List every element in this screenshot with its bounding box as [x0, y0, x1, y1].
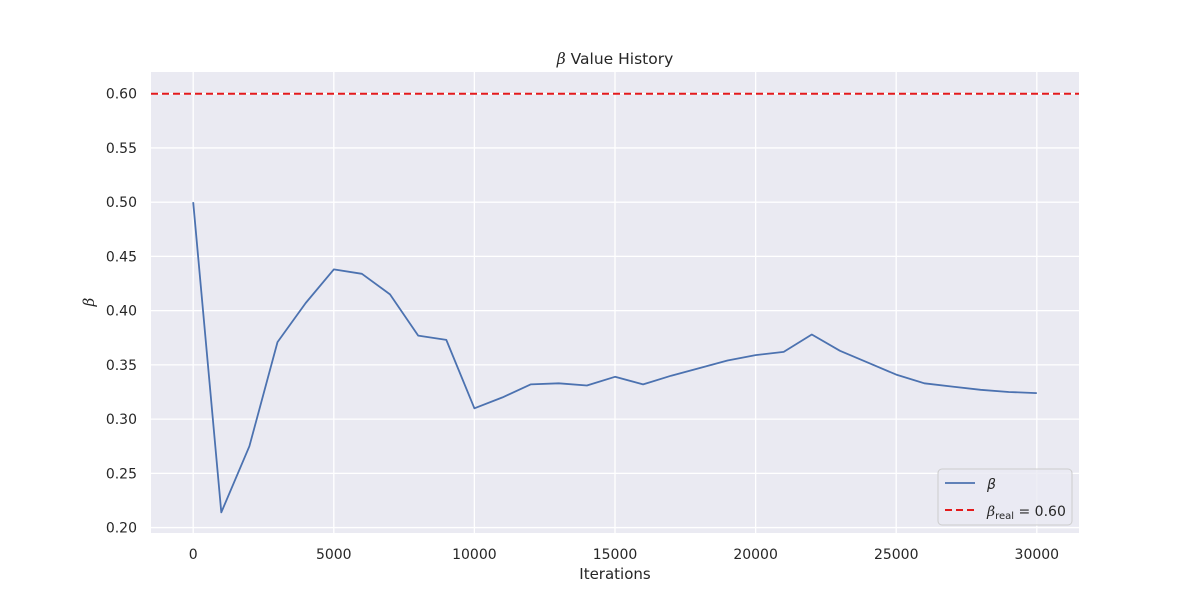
y-tick-label: 0.25 — [106, 466, 137, 482]
x-tick-label: 10000 — [452, 547, 497, 563]
chart-title: β Value History — [556, 50, 674, 68]
x-tick-label: 0 — [189, 547, 198, 563]
y-tick-label: 0.60 — [106, 87, 137, 103]
y-tick-labels: 0.20 0.25 0.30 0.35 0.40 0.45 0.50 0.55 0.60 — [106, 87, 137, 537]
x-tick-label: 30000 — [1015, 547, 1060, 563]
y-tick-label: 0.35 — [106, 358, 137, 374]
y-tick-label: 0.45 — [106, 249, 137, 265]
x-tick-label: 25000 — [874, 547, 919, 563]
series-line-beta — [192, 202, 1037, 514]
y-tick-label: 0.30 — [106, 412, 137, 428]
y-tick-label: 0.50 — [106, 195, 137, 211]
y-tick-label: 0.40 — [106, 304, 137, 320]
legend-label-beta-real: βreal = 0.60 — [986, 504, 1066, 522]
x-tick-labels: 0 5000 10000 15000 20000 25000 30000 — [189, 547, 1059, 563]
grid-lines — [151, 72, 1079, 533]
x-tick-label: 15000 — [593, 547, 638, 563]
y-tick-label: 0.55 — [106, 141, 137, 157]
x-tick-label: 5000 — [316, 547, 352, 563]
y-axis-title: β — [80, 297, 98, 307]
legend-label-beta: β — [986, 477, 996, 493]
y-tick-label: 0.20 — [106, 521, 137, 537]
legend: β βreal = 0.60 — [937, 468, 1073, 526]
x-axis-title: Iterations — [579, 565, 651, 583]
x-tick-label: 20000 — [733, 547, 778, 563]
